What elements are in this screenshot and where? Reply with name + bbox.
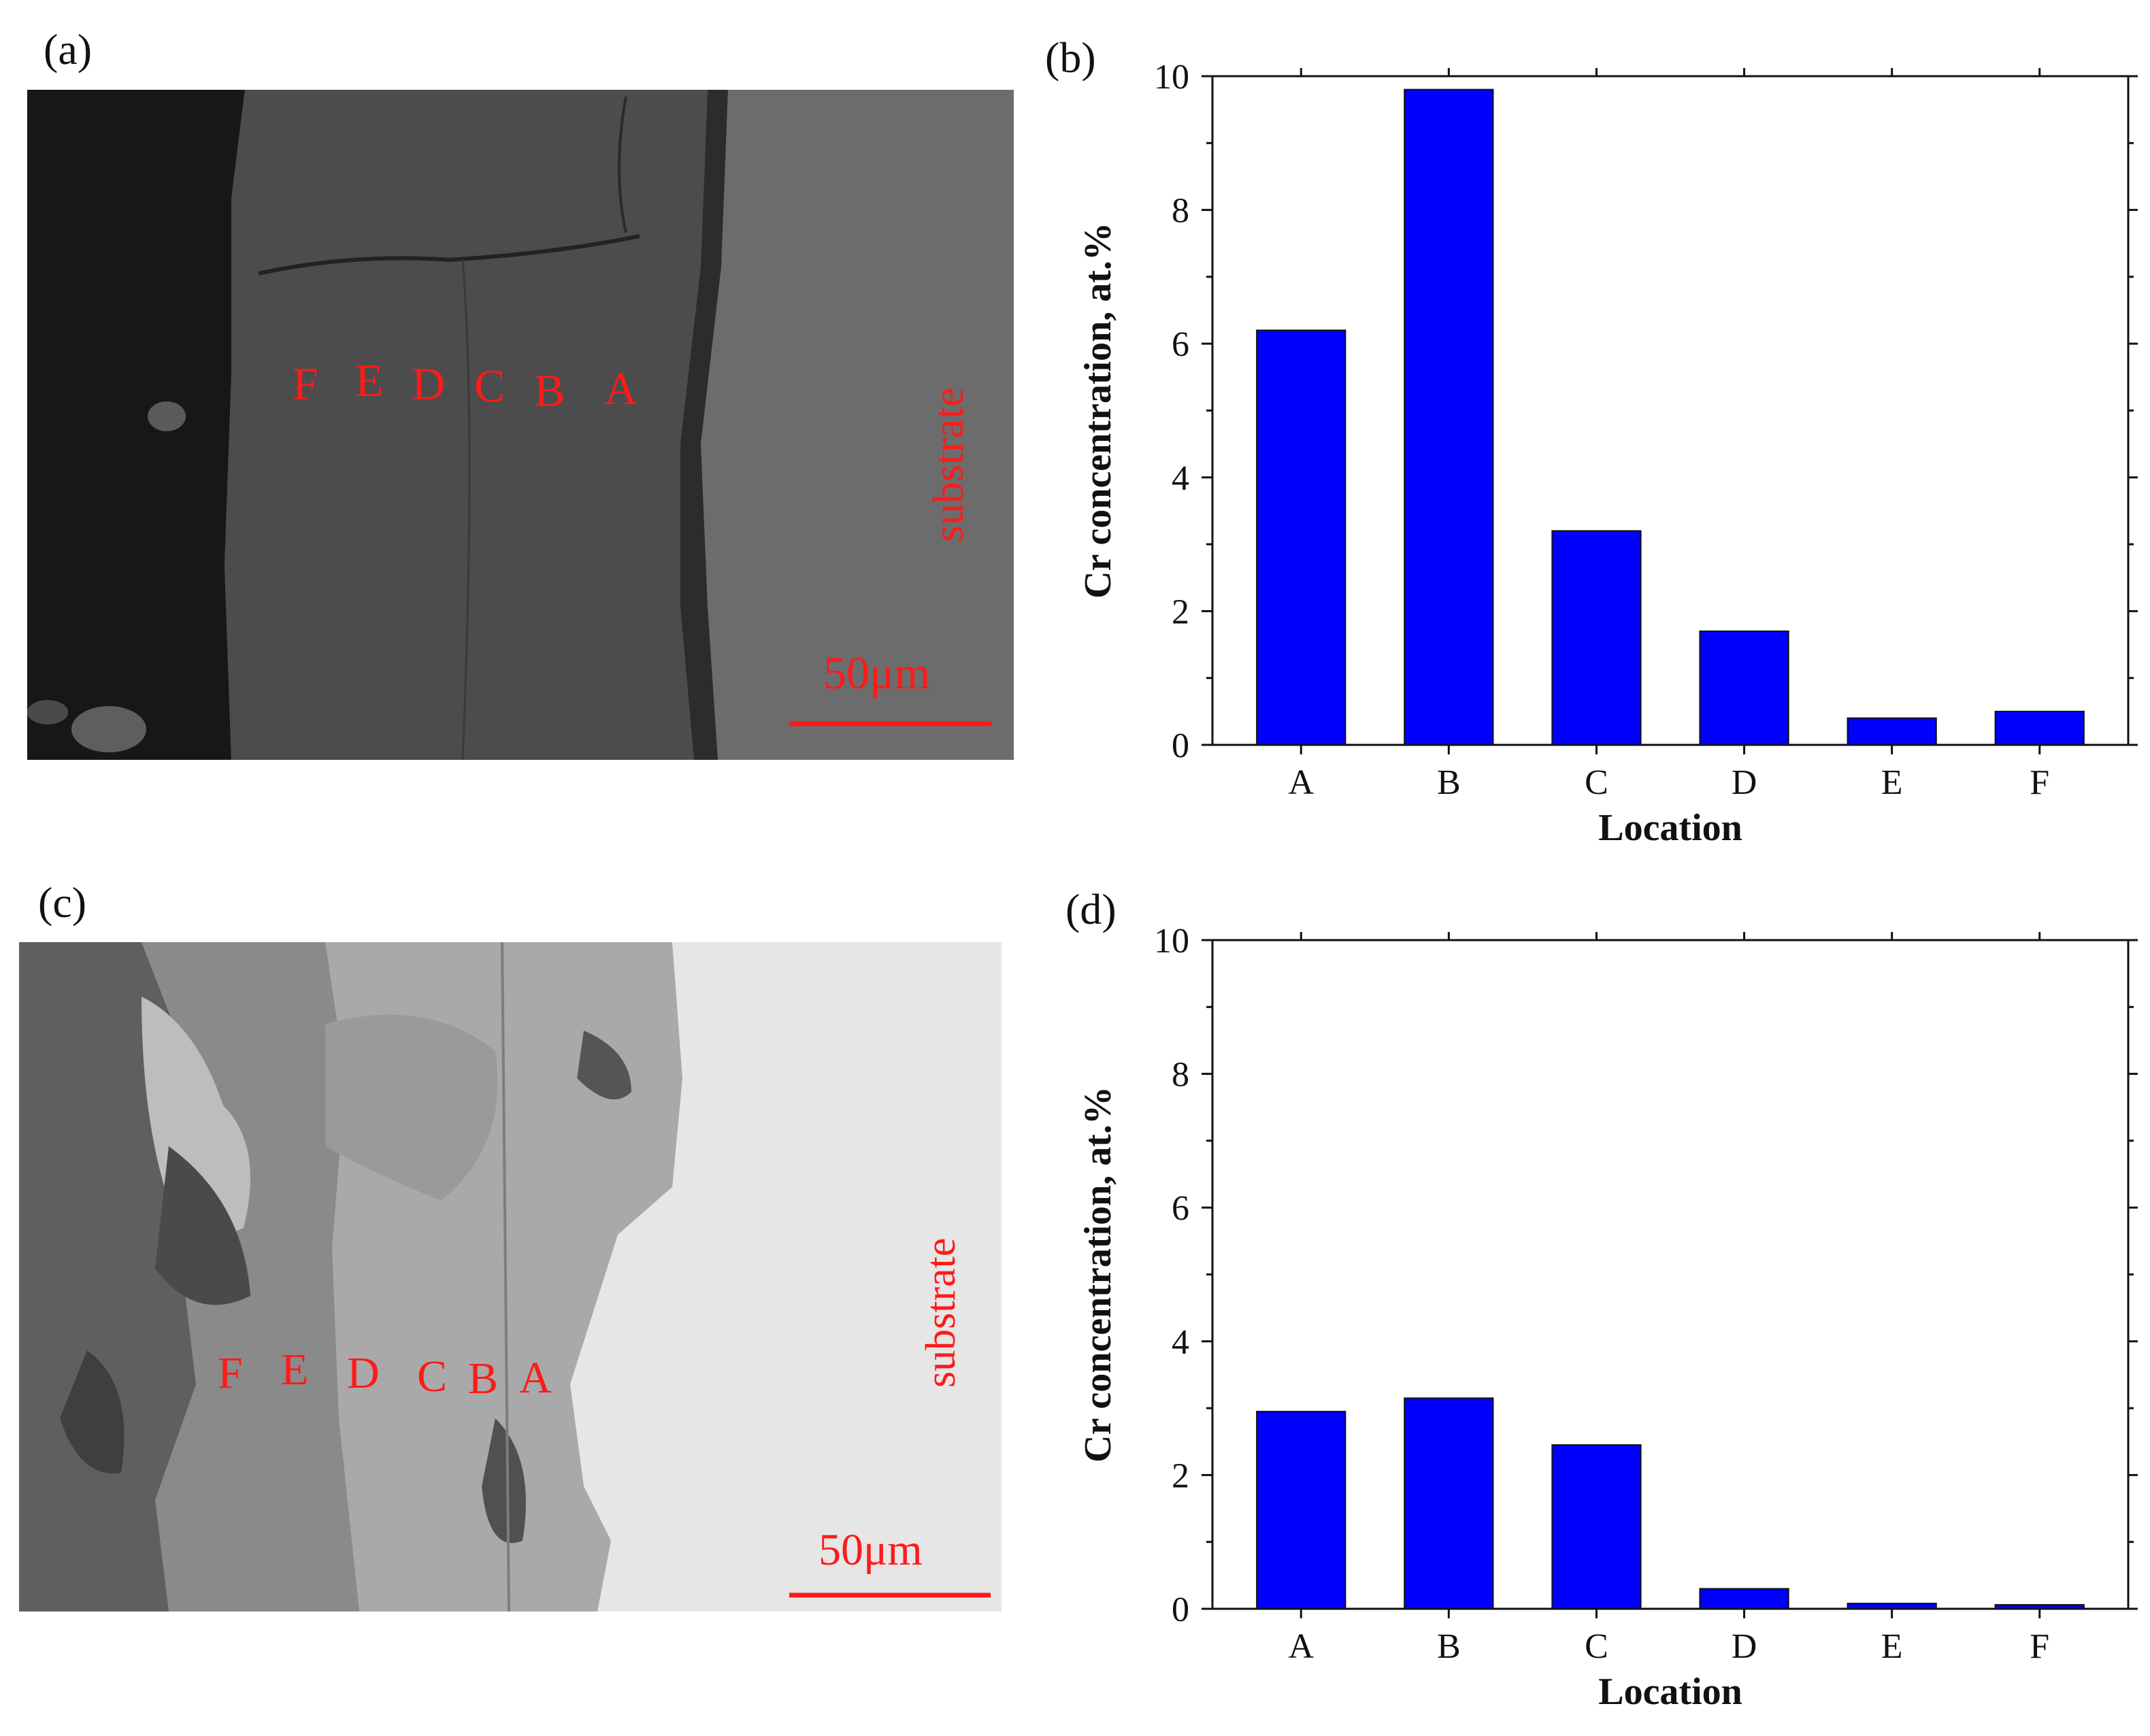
sem-location-labels-a: F E D C B A (293, 354, 638, 416)
y-tick-label-b-8: 8 (1172, 192, 1189, 231)
sem-label-D-c: D (347, 1348, 380, 1398)
sem-label-A-c: A (519, 1353, 552, 1403)
panel-label-a: (a) (44, 25, 93, 73)
bar-b-D (1699, 630, 1789, 746)
y-tick-label-d-2: 2 (1172, 1456, 1189, 1495)
substrate-label-a: substrate (924, 388, 972, 543)
x-tick-label-d-B: B (1437, 1627, 1461, 1666)
sem-micrograph-c: F E D C B A substrate 50μm (19, 942, 1002, 1612)
sem-label-A: A (604, 363, 638, 414)
y-tick-label-b-2: 2 (1172, 592, 1189, 631)
y-axis-title-b: Cr concentration, at.% (1077, 222, 1119, 599)
sem-label-F-c: F (218, 1348, 243, 1398)
bar-d-F (1994, 1604, 2085, 1610)
scale-bar-label-c: 50μm (818, 1525, 923, 1575)
x-tick-label-b-F: F (2030, 763, 2049, 802)
y-axis-title-d: Cr concentration, at.% (1077, 1086, 1119, 1463)
bar-b-B (1404, 88, 1494, 746)
sem-label-B-c: B (468, 1354, 498, 1403)
bar-d-A (1256, 1411, 1346, 1609)
x-tick-label-d-E: E (1881, 1627, 1903, 1666)
bar-b-E (1847, 717, 1937, 746)
plot-frame-b (1211, 75, 2130, 746)
y-tick-label-d-6: 6 (1172, 1189, 1189, 1228)
y-tick-label-b-6: 6 (1172, 325, 1189, 364)
sem-location-labels-c: F E D C B A (218, 1345, 552, 1403)
x-tick-label-d-C: C (1585, 1627, 1608, 1666)
x-axis-title-b: Location (1598, 807, 1742, 849)
bar-b-F (1994, 710, 2085, 746)
x-tick-label-b-A: A (1288, 763, 1314, 802)
panel-label-c: (c) (38, 878, 87, 927)
sem-label-E: E (355, 354, 384, 406)
x-tick-label-d-D: D (1732, 1627, 1757, 1666)
sem-label-B: B (534, 365, 565, 416)
sem-micrograph-a: F E D C B A substrate 50μm (27, 90, 1014, 760)
bar-b-C (1551, 530, 1642, 746)
sem-image-c: F E D C B A substrate 50μm (19, 942, 1002, 1612)
sem-label-F: F (293, 358, 318, 410)
sem-image-a: F E D C B A substrate 50μm (27, 90, 1014, 760)
substrate-label-c: substrate (918, 1238, 964, 1388)
bar-d-C (1551, 1444, 1642, 1610)
scale-bar-label-a: 50μm (823, 647, 930, 699)
panel-label-d: (d) (1065, 885, 1117, 933)
y-tick-label-d-10: 10 (1154, 922, 1189, 961)
y-tick-label-d-8: 8 (1172, 1056, 1189, 1095)
y-tick-label-b-0: 0 (1172, 727, 1189, 765)
y-tick-label-b-10: 10 (1154, 58, 1189, 97)
x-tick-label-b-B: B (1437, 763, 1461, 802)
plot-frame-d (1211, 939, 2130, 1610)
sem-label-D: D (412, 358, 445, 410)
bar-d-E (1847, 1603, 1937, 1609)
x-axis-title-d: Location (1598, 1671, 1742, 1713)
x-tick-label-d-A: A (1288, 1627, 1314, 1666)
bar-b-A (1256, 329, 1346, 746)
sem-label-C-c: C (417, 1352, 447, 1401)
y-tick-label-d-4: 4 (1172, 1323, 1189, 1362)
x-tick-label-b-E: E (1881, 763, 1903, 802)
x-tick-label-b-C: C (1585, 763, 1608, 802)
panel-label-b: (b) (1045, 33, 1096, 82)
bar-d-D (1699, 1588, 1789, 1610)
sem-label-E-c: E (281, 1345, 308, 1395)
y-tick-label-b-4: 4 (1172, 459, 1189, 498)
y-tick-label-d-0: 0 (1172, 1590, 1189, 1629)
x-tick-label-b-D: D (1732, 763, 1757, 802)
sem-label-C: C (474, 360, 505, 412)
bar-d-B (1404, 1397, 1494, 1609)
x-tick-label-d-F: F (2030, 1627, 2049, 1666)
